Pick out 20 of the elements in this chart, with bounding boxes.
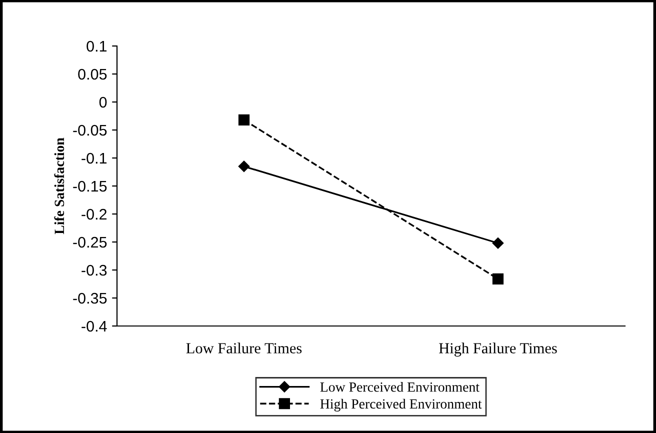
point [238, 160, 250, 172]
y-axis-title: Life Satisfaction [54, 138, 64, 234]
x-tick-label: High Failure Times [439, 342, 557, 357]
y-tick-label: 0.1 [86, 40, 107, 52]
point [238, 114, 250, 126]
y-tick-label: -0.1 [82, 152, 107, 164]
y-tick-label: -0.15 [73, 180, 107, 192]
y-tick-label: -0.35 [73, 292, 107, 304]
x-tick-label: Low Failure Times [186, 342, 302, 354]
y-tick-label: 0 [99, 96, 107, 108]
y-tick-label: -0.4 [82, 320, 107, 332]
point [492, 273, 504, 285]
y-tick-label: -0.3 [82, 264, 107, 276]
y-tick-label: -0.25 [73, 236, 107, 248]
point [492, 238, 504, 249]
legend-label: High Perceived Environment [320, 398, 482, 412]
legend-label: Low Perceived Environment [320, 382, 480, 392]
y-tick-label: -0.05 [73, 124, 107, 136]
y-tick-label: -0.2 [82, 208, 107, 220]
y-tick-label: 0.05 [78, 68, 107, 80]
